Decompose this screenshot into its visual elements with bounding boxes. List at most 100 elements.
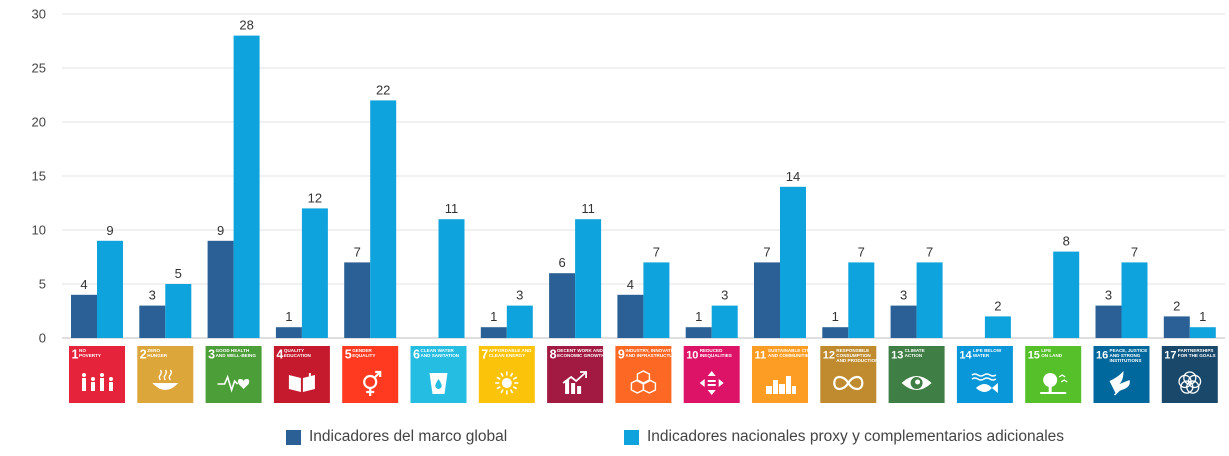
y-axis: 0 5 10 15 20 25 30 [32, 7, 46, 346]
data-label: 28 [239, 18, 253, 33]
equality-arrows-icon [699, 371, 724, 395]
svg-text:EQUALITY: EQUALITY [352, 353, 375, 358]
data-label: 3 [721, 288, 728, 303]
data-label: 3 [149, 288, 156, 303]
data-label: 1 [832, 309, 839, 324]
svg-text:15: 15 [1028, 350, 1040, 362]
svg-text:11: 11 [755, 350, 767, 362]
svg-text:DECENT WORK AND: DECENT WORK AND [557, 348, 603, 353]
svg-text:CLEAN ENERGY: CLEAN ENERGY [489, 353, 526, 358]
data-label: 9 [106, 223, 113, 238]
svg-text:8: 8 [550, 348, 557, 362]
svg-text:WATER: WATER [973, 353, 990, 358]
data-label: 4 [80, 277, 87, 292]
svg-text:AND COMMUNITIES: AND COMMUNITIES [768, 353, 812, 358]
bar [233, 35, 260, 338]
legend-item-national: Indicadores nacionales proxy y complemen… [624, 428, 1064, 446]
svg-text:AND WELL-BEING: AND WELL-BEING [216, 353, 257, 358]
growth-chart-icon [562, 371, 587, 394]
svg-text:LIFE: LIFE [1041, 348, 1051, 353]
bowl-icon [152, 369, 179, 390]
bar [275, 327, 302, 338]
bar [344, 262, 371, 338]
data-label: 3 [1105, 288, 1112, 303]
data-label: 22 [376, 82, 390, 97]
data-label: 1 [1199, 309, 1206, 324]
y-tick-label: 20 [32, 115, 46, 130]
bar [165, 284, 192, 338]
data-label: 3 [516, 288, 523, 303]
svg-text:ACTION: ACTION [905, 353, 923, 358]
data-label: 8 [1063, 234, 1070, 249]
bar [848, 262, 875, 338]
svg-text:13: 13 [891, 350, 903, 362]
legend: Indicadores del marco global Indicadores… [0, 428, 1229, 452]
svg-text:GOOD HEALTH: GOOD HEALTH [216, 348, 250, 353]
gender-icon [363, 370, 382, 396]
data-label: 6 [558, 255, 565, 270]
data-label: 7 [858, 244, 865, 259]
svg-text:INDUSTRY, INNOVATION: INDUSTRY, INNOVATION [625, 348, 679, 353]
bar [1095, 305, 1122, 338]
data-label: 4 [627, 277, 634, 292]
data-label: 11 [445, 201, 459, 216]
data-label: 2 [1173, 298, 1180, 313]
legend-label-global: Indicadores del marco global [309, 428, 508, 445]
legend-swatch-national [624, 429, 639, 445]
bar [71, 294, 97, 338]
svg-text:INSTITUTIONS: INSTITUTIONS [1110, 358, 1142, 363]
data-label: 7 [354, 244, 361, 259]
svg-text:16: 16 [1096, 350, 1108, 362]
y-tick-label: 25 [32, 61, 46, 76]
data-label: 3 [900, 288, 907, 303]
family-icon [82, 373, 113, 391]
svg-text:FOR THE GOALS: FOR THE GOALS [1178, 353, 1216, 358]
data-label: 7 [763, 244, 770, 259]
data-label: 7 [926, 244, 933, 259]
data-label: 12 [308, 190, 322, 205]
bar [1121, 262, 1148, 338]
bar [506, 305, 533, 338]
bar [301, 208, 328, 338]
data-label: 1 [695, 309, 702, 324]
svg-text:ON LAND: ON LAND [1041, 353, 1063, 358]
svg-text:RESPONSIBLE: RESPONSIBLE [836, 348, 869, 353]
legend-swatch-global [286, 429, 301, 445]
legend-item-global: Indicadores del marco global [286, 428, 507, 446]
svg-text:AFFORDABLE AND: AFFORDABLE AND [489, 348, 532, 353]
svg-text:12: 12 [823, 350, 835, 362]
infinity-icon [833, 375, 864, 391]
svg-text:PEACE, JUSTICE: PEACE, JUSTICE [1110, 348, 1148, 353]
bar [480, 327, 507, 338]
svg-text:HUNGER: HUNGER [147, 353, 168, 358]
svg-text:5: 5 [345, 348, 352, 362]
sun-icon [495, 371, 519, 395]
bar [97, 240, 123, 338]
data-label: 7 [1131, 244, 1138, 259]
water-glass-icon [429, 373, 448, 394]
bar [370, 100, 397, 339]
svg-text:17: 17 [1164, 350, 1176, 362]
svg-text:7: 7 [481, 348, 488, 362]
svg-text:10: 10 [686, 350, 698, 362]
data-label: 2 [994, 298, 1001, 313]
svg-text:3: 3 [208, 348, 215, 362]
fish-icon [971, 373, 998, 393]
svg-text:INEQUALITIES: INEQUALITIES [700, 353, 732, 358]
svg-text:PARTNERSHIPS: PARTNERSHIPS [1178, 348, 1214, 353]
svg-text:CLIMATE: CLIMATE [905, 348, 925, 353]
bar [207, 240, 234, 338]
legend-label-national: Indicadores nacionales proxy y complemen… [647, 428, 1065, 445]
eye-globe-icon [901, 376, 932, 390]
bar [890, 305, 917, 338]
bars [71, 35, 1216, 339]
